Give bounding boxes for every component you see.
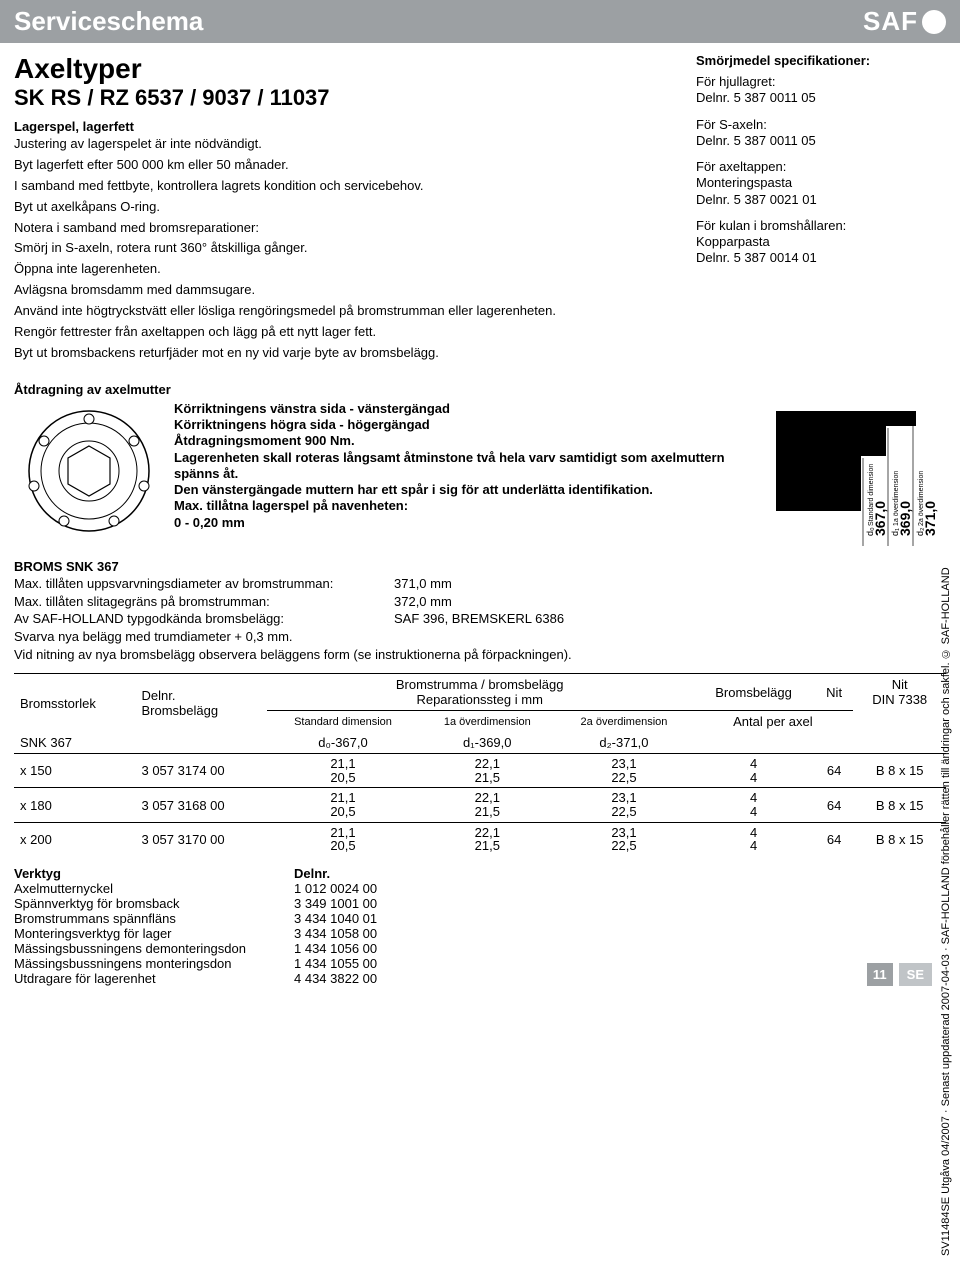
broms-heading: BROMS SNK 367 [14, 558, 946, 576]
body-paragraph: Justering av lagerspelet är inte nödvänd… [14, 136, 676, 153]
th-drum-l1: Bromstrumma / bromsbelägg [273, 677, 686, 692]
page-footer: 11 SE [867, 963, 932, 986]
spec-item: För axeltappen:MonteringspastaDelnr. 5 3… [696, 159, 946, 208]
broms-row: Max. tillåten slitagegräns på bromstrumm… [14, 593, 946, 611]
tool-row: Mässingsbussningens monteringsdon1 434 1… [14, 956, 946, 971]
th-din-l2: DIN 7338 [859, 692, 940, 707]
tool-row: Utdragare för lagerenhet4 434 3822 00 [14, 971, 946, 986]
th-rivet: Nit [815, 674, 854, 711]
lead-text: Lagerspel, lagerfett [14, 119, 676, 134]
th-part-l1: Delnr. [141, 688, 261, 703]
header-bar: Serviceschema SAF [0, 0, 960, 43]
tools-h2: Delnr. [294, 866, 330, 881]
body-paragraph: Använd inte högtryckstvätt eller lösliga… [14, 303, 676, 320]
th-din-l1: Nit [859, 677, 940, 692]
th-lining: Bromsbelägg [692, 674, 815, 711]
th-part-l2: Bromsbelägg [141, 703, 261, 718]
tighten-heading: Åtdragning av axelmutter [14, 382, 946, 397]
body-paragraph: Avlägsna bromsdamm med dammsugare. [14, 282, 676, 299]
spec-item: För kulan i bromshållaren:KopparpastaDel… [696, 218, 946, 267]
tool-row: Axelmutternyckel1 012 0024 00 [14, 881, 946, 896]
th-size: Bromsstorlek [14, 674, 135, 733]
body-paragraph: Öppna inte lagerenheten. [14, 261, 676, 278]
axle-nut-diagram [14, 401, 164, 541]
drum-cross-section: d₀ Standard dimension 367,0 d₁ 1a överdi… [766, 401, 946, 554]
th-sub2: 1a överdimension [419, 711, 556, 733]
spec-item: För S-axeln:Delnr. 5 387 0011 05 [696, 117, 946, 150]
table-row: x 1803 057 3168 0021,120,522,121,523,122… [14, 788, 946, 822]
tool-row: Spännverktyg för bromsback3 349 1001 00 [14, 896, 946, 911]
table-row: x 1503 057 3174 0021,120,522,121,523,122… [14, 754, 946, 788]
broms-note2: Vid nitning av nya bromsbelägg observera… [14, 646, 946, 664]
header-title: Serviceschema [14, 6, 203, 37]
body-paragraph: Byt ut bromsbackens returfjäder mot en n… [14, 345, 676, 362]
body-paragraph: Rengör fettrester från axeltappen och lä… [14, 324, 676, 341]
logo-circle-icon [922, 10, 946, 34]
th-per-axle: Antal per axel [692, 711, 853, 733]
spec-item: För hjullagret:Delnr. 5 387 0011 05 [696, 74, 946, 107]
svg-text:367,0: 367,0 [872, 501, 888, 536]
brand-text: SAF [863, 6, 918, 37]
body-paragraph: Smörj in S-axeln, rotera runt 360° åtski… [14, 240, 676, 257]
tool-row: Mässingsbussningens demonteringsdon1 434… [14, 941, 946, 956]
side-footer-text: SV11484SE Utgåva 04/2007 · Senast uppdat… [938, 540, 960, 1260]
tool-row: Monteringsverktyg för lager3 434 1058 00 [14, 926, 946, 941]
page-h1: Axeltyper [14, 53, 676, 85]
broms-row: Max. tillåten uppsvarvningsdiameter av b… [14, 575, 946, 593]
brake-spec-table: Bromsstorlek Delnr. Bromsbelägg Bromstru… [14, 673, 946, 856]
page-h2: SK RS / RZ 6537 / 9037 / 11037 [14, 85, 676, 111]
para-list: Justering av lagerspelet är inte nödvänd… [14, 136, 676, 362]
body-paragraph: I samband med fettbyte, kontrollera lagr… [14, 178, 676, 195]
page-number: 11 [867, 963, 893, 986]
body-paragraph: Byt ut axelkåpans O-ring. [14, 199, 676, 216]
body-paragraph: Byt lagerfett efter 500 000 km eller 50 … [14, 157, 676, 174]
tools-block: Verktyg Delnr. Axelmutternyckel1 012 002… [14, 866, 946, 986]
tighten-text: Körriktningens vänstra sida - vänstergän… [174, 401, 756, 531]
body-paragraph: Notera i samband med bromsreparationer: [14, 220, 676, 237]
broms-row: Av SAF-HOLLAND typgodkända bromsbelägg:S… [14, 610, 946, 628]
page-lang: SE [899, 963, 932, 986]
tools-h1: Verktyg [14, 866, 294, 881]
brand-logo: SAF [863, 6, 946, 37]
th-drum-l2: Reparationssteg i mm [273, 692, 686, 707]
svg-text:371,0: 371,0 [922, 501, 938, 536]
broms-note1: Svarva nya belägg med trumdiameter + 0,3… [14, 628, 946, 646]
tool-row: Bromstrummans spännfläns3 434 1040 01 [14, 911, 946, 926]
th-sub3: 2a överdimension [556, 711, 693, 733]
svg-text:369,0: 369,0 [897, 501, 913, 536]
spec-heading: Smörjmedel specifikationer: [696, 53, 946, 68]
table-row: x 2003 057 3170 0021,120,522,121,523,122… [14, 822, 946, 856]
th-sub1: Standard dimension [267, 711, 419, 733]
